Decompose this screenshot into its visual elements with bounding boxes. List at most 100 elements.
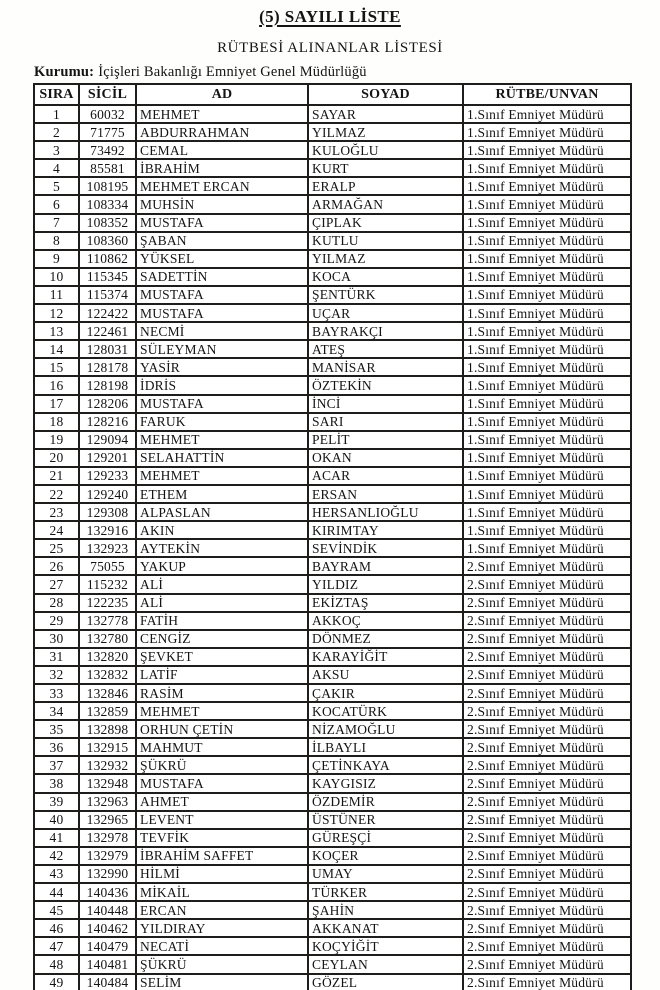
ad-cell: İBRAHİM xyxy=(135,158,309,179)
sicil-cell: 60032 xyxy=(78,103,137,125)
ad-cell: NECATİ xyxy=(135,936,309,957)
ad-cell: MİKAİL xyxy=(135,882,309,903)
ad-cell: RASİM xyxy=(135,682,309,704)
table-row: 26 75055 YAKUP BAYRAM 2.Sınıf Emniyet Müdürü xyxy=(33,556,632,577)
sicil-cell: 132979 xyxy=(78,845,137,866)
sira-cell: 43 xyxy=(33,863,80,885)
table-row: 29 132778 FATİH AKKOÇ 2.Sınıf Emniyet Müdürü xyxy=(33,610,632,631)
sira-cell: 14 xyxy=(33,339,80,360)
rutbe-cell: 1.Sınıf Emniyet Müdürü xyxy=(462,520,632,541)
sira-cell: 22 xyxy=(33,483,80,505)
sicil-cell: 110862 xyxy=(78,248,137,269)
table-row: 1 60032 MEHMET SAYAR 1.Sınıf Emniyet Müdürü xyxy=(33,103,632,125)
sira-cell: 49 xyxy=(33,972,80,990)
soyad-cell: CEYLAN xyxy=(307,954,464,975)
sicil-cell: 132923 xyxy=(78,538,137,559)
ad-cell: MEHMET xyxy=(135,429,309,450)
sira-cell: 40 xyxy=(33,809,80,830)
soyad-cell: TÜRKER xyxy=(307,882,464,903)
rutbe-cell: 1.Sınıf Emniyet Müdürü xyxy=(462,103,632,125)
institution-line: Kurumu: İçişleri Bakanlığı Emniyet Genel … xyxy=(34,64,660,81)
sira-cell: 31 xyxy=(33,646,80,667)
sicil-cell: 132948 xyxy=(78,773,137,794)
sicil-cell: 140436 xyxy=(78,882,137,903)
sira-cell: 32 xyxy=(33,664,80,686)
sicil-cell: 128198 xyxy=(78,375,137,396)
soyad-cell: AKKANAT xyxy=(307,918,464,939)
sicil-cell: 122461 xyxy=(78,321,137,342)
soyad-cell: KULOĞLU xyxy=(307,140,464,161)
rutbe-cell: 2.Sınıf Emniyet Müdürü xyxy=(462,954,632,975)
table-row: 47 140479 NECATİ KOÇYİĞİT 2.Sınıf Emniyet Mü… xyxy=(33,936,632,957)
rutbe-cell: 2.Sınıf Emniyet Müdürü xyxy=(462,628,632,649)
ad-cell: MUHSİN xyxy=(135,194,309,215)
sicil-cell: 108195 xyxy=(78,176,137,197)
rutbe-cell: 1.Sınıf Emniyet Müdürü xyxy=(462,176,632,197)
table-body: 1 60032 MEHMET SAYAR 1.Sınıf Emniyet Müdürü 2… xyxy=(33,103,632,990)
sira-cell: 6 xyxy=(33,194,80,215)
page-title-text: (5) SAYILI LİSTE xyxy=(259,7,401,26)
ad-cell: ERCAN xyxy=(135,900,309,921)
table-row: 25 132923 AYTEKİN SEVİNDİK 1.Sınıf Emniyet M… xyxy=(33,538,632,559)
sira-cell: 26 xyxy=(33,556,80,577)
soyad-cell: ERSAN xyxy=(307,483,464,505)
soyad-cell: KAYGISIZ xyxy=(307,773,464,794)
ad-cell: MAHMUT xyxy=(135,737,309,758)
sicil-cell: 85581 xyxy=(78,158,137,179)
sicil-cell: 132965 xyxy=(78,809,137,830)
ad-cell: LATİF xyxy=(135,664,309,686)
soyad-cell: ÇIPLAK xyxy=(307,212,464,233)
rutbe-cell: 2.Sınıf Emniyet Müdürü xyxy=(462,610,632,631)
table-row: 11 115374 MUSTAFA ŞENTÜRK 1.Sınıf Emniyet Mü… xyxy=(33,284,632,306)
rutbe-cell: 1.Sınıf Emniyet Müdürü xyxy=(462,447,632,468)
sicil-cell: 140481 xyxy=(78,954,137,975)
ad-cell: AKIN xyxy=(135,520,309,541)
soyad-cell: OKAN xyxy=(307,447,464,468)
table-row: 12 122422 MUSTAFA UÇAR 1.Sınıf Emniyet Müdür… xyxy=(33,303,632,324)
soyad-cell: UMAY xyxy=(307,863,464,885)
sira-cell: 24 xyxy=(33,520,80,541)
ad-cell: CEMAL xyxy=(135,140,309,161)
table-row: 21 129233 MEHMET ACAR 1.Sınıf Emniyet Müdürü xyxy=(33,465,632,486)
table-row: 30 132780 CENGİZ DÖNMEZ 2.Sınıf Emniyet Müdü… xyxy=(33,628,632,649)
ad-cell: FARUK xyxy=(135,411,309,432)
soyad-cell: SAYAR xyxy=(307,103,464,125)
ad-cell: SELAHATTİN xyxy=(135,447,309,468)
table-row: 45 140448 ERCAN ŞAHİN 2.Sınıf Emniyet Müdürü xyxy=(33,900,632,921)
table-row: 36 132915 MAHMUT İLBAYLI 2.Sınıf Emniyet Müd… xyxy=(33,737,632,758)
rutbe-cell: 1.Sınıf Emniyet Müdürü xyxy=(462,212,632,233)
sicil-cell: 108352 xyxy=(78,212,137,233)
ad-cell: NECMİ xyxy=(135,321,309,342)
rutbe-cell: 2.Sınıf Emniyet Müdürü xyxy=(462,972,632,990)
table-row: 17 128206 MUSTAFA İNCİ 1.Sınıf Emniyet Müdür… xyxy=(33,393,632,414)
soyad-cell: PELİT xyxy=(307,429,464,450)
ad-cell: MEHMET xyxy=(135,103,309,125)
sicil-cell: 115374 xyxy=(78,284,137,306)
sira-cell: 1 xyxy=(33,103,80,125)
soyad-cell: MANİSAR xyxy=(307,357,464,378)
table-row: 4 85581 İBRAHİM KURT 1.Sınıf Emniyet Müdürü xyxy=(33,158,632,179)
soyad-cell: YILMAZ xyxy=(307,122,464,143)
soyad-cell: KOÇYİĞİT xyxy=(307,936,464,957)
rutbe-cell: 1.Sınıf Emniyet Müdürü xyxy=(462,538,632,559)
rutbe-cell: 2.Sınıf Emniyet Müdürü xyxy=(462,556,632,577)
table-row: 9 110862 YÜKSEL YILMAZ 1.Sınıf Emniyet Müdür… xyxy=(33,248,632,269)
rutbe-cell: 2.Sınıf Emniyet Müdürü xyxy=(462,863,632,885)
ad-cell: MEHMET ERCAN xyxy=(135,176,309,197)
sira-cell: 4 xyxy=(33,158,80,179)
ad-cell: MUSTAFA xyxy=(135,773,309,794)
sicil-cell: 132978 xyxy=(78,827,137,848)
ad-cell: SÜLEYMAN xyxy=(135,339,309,360)
ad-cell: ETHEM xyxy=(135,483,309,505)
sira-cell: 9 xyxy=(33,248,80,269)
sicil-cell: 132780 xyxy=(78,628,137,649)
sira-cell: 34 xyxy=(33,701,80,722)
sicil-cell: 108360 xyxy=(78,230,137,251)
rutbe-cell: 2.Sınıf Emniyet Müdürü xyxy=(462,719,632,740)
ad-cell: TEVFİK xyxy=(135,827,309,848)
sicil-cell: 140462 xyxy=(78,918,137,939)
ad-cell: YILDIRAY xyxy=(135,918,309,939)
ad-cell: YAKUP xyxy=(135,556,309,577)
sicil-cell: 132990 xyxy=(78,863,137,885)
page-title: (5) SAYILI LİSTE xyxy=(0,0,660,27)
